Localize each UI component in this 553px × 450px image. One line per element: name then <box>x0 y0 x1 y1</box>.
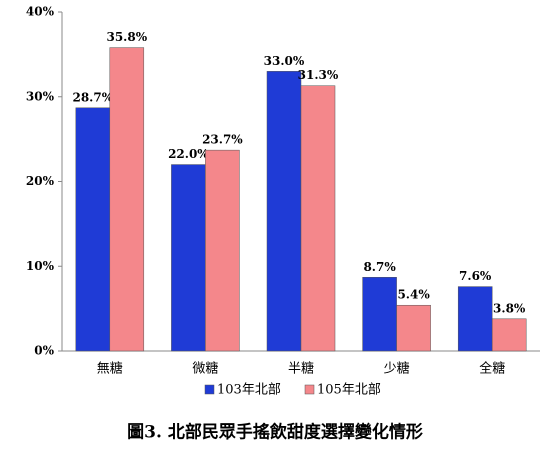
legend-label: 103年北部 <box>217 383 281 398</box>
bar <box>362 277 397 352</box>
value-label: 35.8% <box>106 30 147 44</box>
bar <box>300 85 336 352</box>
bar <box>109 47 145 352</box>
value-label: 3.8% <box>493 301 526 315</box>
y-tick-label: 10% <box>26 259 55 273</box>
y-tick-label: 40% <box>26 5 55 19</box>
value-label: 5.4% <box>397 288 430 302</box>
value-label: 8.7% <box>363 260 396 274</box>
x-tick-label: 少糖 <box>384 361 410 377</box>
bar <box>171 164 206 352</box>
value-label: 33.0% <box>264 54 305 68</box>
bar <box>491 318 527 352</box>
legend-swatch <box>204 384 215 395</box>
value-label: 31.3% <box>298 68 339 82</box>
chart-title: 圖3. 北部民眾手搖飲甜度選擇變化情形 <box>127 422 423 443</box>
bar <box>75 107 111 352</box>
value-label: 23.7% <box>202 133 243 147</box>
x-tick-label: 微糖 <box>192 361 218 377</box>
y-tick-label: 30% <box>26 89 55 103</box>
bar <box>396 304 431 352</box>
value-label: 28.7% <box>72 90 113 104</box>
bar <box>266 71 302 352</box>
x-tick-label: 全糖 <box>479 361 505 377</box>
y-tick-label: 0% <box>34 344 54 358</box>
y-tick-label: 20% <box>26 174 55 188</box>
x-tick-label: 半糖 <box>288 361 314 377</box>
bar <box>205 149 240 352</box>
x-tick-label: 無糖 <box>97 361 123 377</box>
bar <box>457 286 493 352</box>
legend-swatch <box>304 384 315 395</box>
legend-label: 105年北部 <box>317 383 381 398</box>
value-label: 7.6% <box>459 269 492 283</box>
value-label: 22.0% <box>168 147 209 161</box>
